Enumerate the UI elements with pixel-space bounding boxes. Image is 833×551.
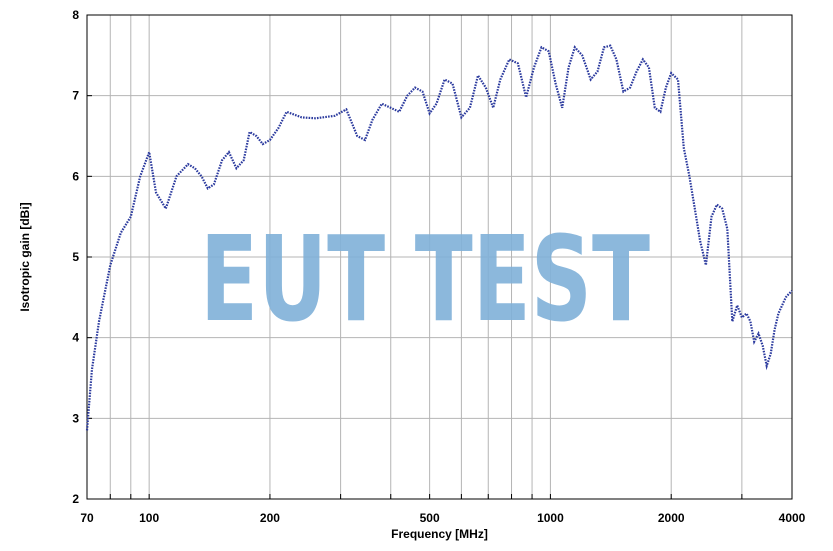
x-tick-label: 500 [420, 511, 440, 525]
x-tick-label: 1000 [537, 511, 564, 525]
y-tick-label: 5 [72, 250, 79, 264]
y-tick-label: 7 [72, 89, 79, 103]
x-axis-title: Frequency [MHz] [391, 527, 488, 541]
y-tick-labels: 2 3 4 5 6 7 8 [72, 8, 79, 506]
y-tick-label: 6 [72, 169, 79, 183]
y-axis-title: Isotropic gain [dBi] [18, 202, 32, 311]
grid [87, 15, 792, 499]
x-tick-label: 200 [260, 511, 280, 525]
x-tick-label: 100 [139, 511, 159, 525]
y-tick-label: 3 [72, 411, 79, 425]
x-tick-label: 2000 [658, 511, 685, 525]
y-tick-label: 8 [72, 8, 79, 22]
x-tick-labels: 70 100 200 500 1000 2000 4000 [80, 511, 805, 525]
y-tick-label: 2 [72, 492, 79, 506]
x-tick-label: 4000 [779, 511, 806, 525]
series-line-gain [85, 44, 793, 431]
axis-ticks [87, 14, 743, 500]
y-tick-label: 4 [72, 331, 79, 345]
x-tick-label: 70 [80, 511, 94, 525]
watermark-text: EUT TEST [200, 210, 650, 348]
